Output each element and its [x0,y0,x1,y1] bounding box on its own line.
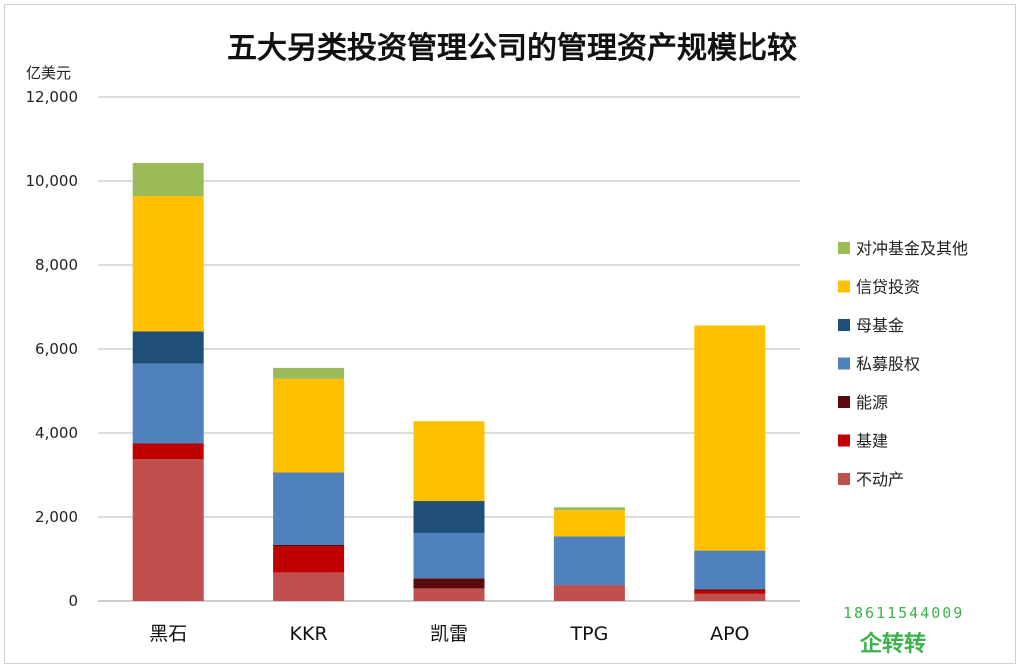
y-tick-label-8000: 8,000 [35,256,78,274]
bar-1-series-6 [273,367,345,379]
y-tick-label-6000: 6,000 [35,340,78,358]
y-axis-ticks: 0 2,000 4,000 6,000 8,000 10,000 12,000 [26,88,79,610]
gridlines [98,96,800,602]
legend-swatch-5 [838,434,850,447]
y-tick-label-4000: 4,000 [35,424,78,442]
bar-1-series-1 [273,546,345,573]
x-tick-label-1: KKR [290,623,328,645]
bar-4-series-1 [694,590,766,594]
legend-label-3: 私募股权 [856,355,920,374]
bar-3-series-0 [553,585,625,601]
watermark-brand: 企转转 [859,631,926,657]
legend-label-5: 基建 [856,432,888,451]
legend-swatch-4 [838,396,850,408]
bar-0-series-1 [132,443,204,460]
chart-title: 五大另类投资管理公司的管理资产规模比较 [227,31,797,66]
bar-3-series-5 [553,510,625,537]
bar-2-series-2 [413,578,485,589]
bar-1-series-2 [273,544,345,547]
bar-4-series-3 [694,550,766,590]
bar-4-series-0 [694,593,766,601]
bars [132,162,766,601]
legend-label-2: 母基金 [856,316,904,335]
bar-1-series-5 [273,378,345,473]
x-tick-label-4: APO [710,623,749,645]
bar-2-series-4 [413,501,485,533]
bar-4-series-2 [694,589,766,591]
bar-3-series-3 [553,536,625,586]
bar-2-series-5 [413,421,485,502]
legend-label-4: 能源 [856,393,888,412]
bar-4-series-5 [694,325,766,551]
legend-swatch-2 [838,319,850,331]
bar-0-series-3 [132,363,204,444]
y-tick-label-0: 0 [68,592,78,610]
bar-1-series-3 [273,472,345,545]
bar-0-series-6 [132,162,204,197]
y-axis-unit-label: 亿美元 [26,64,71,82]
x-tick-label-2: 凯雷 [430,623,468,645]
legend-swatch-6 [838,473,850,485]
x-tick-label-3: TPG [570,623,609,645]
bar-2-series-0 [413,588,485,601]
chart-frame [4,4,1016,664]
legend-swatch-1 [838,280,850,293]
y-tick-label-10000: 10,000 [26,172,79,190]
legend-swatch-0 [838,242,850,254]
legend-label-0: 对冲基金及其他 [856,239,968,258]
bar-0-series-4 [132,331,204,364]
legend-label-1: 信贷投资 [856,278,920,297]
bar-2-series-3 [413,532,485,579]
legend-label-6: 不动产 [856,470,904,489]
watermark-phone: 18611544009 [843,604,964,622]
bar-0-series-5 [132,196,204,332]
legend-swatch-3 [838,357,850,370]
y-tick-label-2000: 2,000 [35,508,78,526]
bar-3-series-6 [553,507,625,511]
y-tick-label-12000: 12,000 [26,88,79,106]
x-axis-ticks: 黑石 KKR 凯雷 TPG APO [149,623,749,645]
bar-1-series-0 [273,572,345,601]
x-tick-label-0: 黑石 [149,623,187,645]
bar-0-series-0 [132,459,204,601]
